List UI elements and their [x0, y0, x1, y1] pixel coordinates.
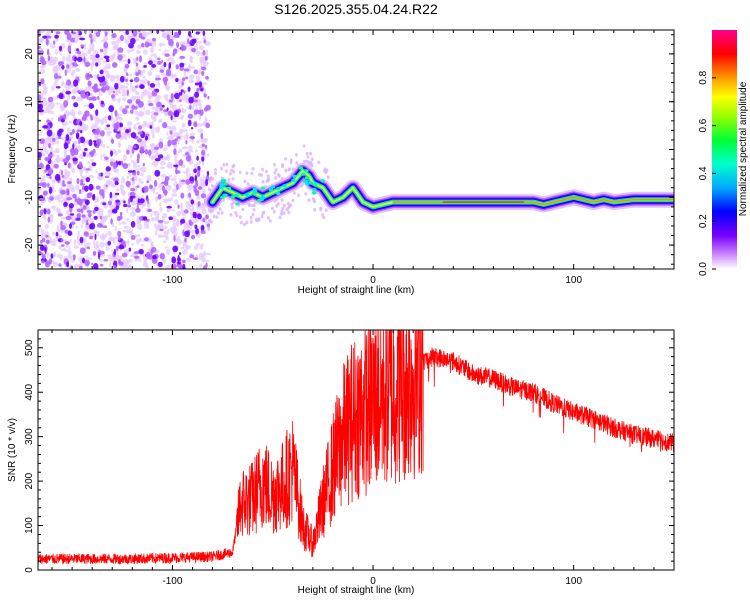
spectrogram-ylabel: Frequency (Hz): [7, 115, 18, 184]
snr-xtick-label: 0: [370, 576, 376, 587]
colorbar-ticks: 0.0 0.2 0.4 0.6 0.8: [698, 70, 716, 276]
spectrogram-xtick-label: 0: [370, 275, 376, 286]
snr-ticks: -100 0 100 0 100 200 300 400 500: [24, 329, 675, 587]
spectrogram-plot-area: [38, 30, 674, 269]
colorbar-tick-label: 0.6: [698, 118, 709, 132]
colorbar-tick-label: 0.2: [698, 214, 709, 228]
snr-ytick-label: 0: [24, 567, 35, 573]
snr-ytick-label: 500: [24, 339, 35, 356]
colorbar-tick-label: 0.4: [698, 166, 709, 180]
snr-ylabel: SNR (10 * v/v): [7, 418, 18, 482]
snr-ytick-label: 100: [24, 517, 35, 534]
snr-ytick-label: 300: [24, 428, 35, 445]
snr-panel: -100 0 100 0 100 200 300 400 500 Height of strai…: [7, 329, 675, 596]
spectrogram-ridge: [204, 163, 674, 215]
spectrogram-ytick-label: 20: [24, 48, 35, 60]
colorbar-tick-label: 0.8: [698, 70, 709, 84]
colorbar-tick-label: 0.0: [698, 262, 709, 276]
colorbar: 0.0 0.2 0.4 0.6 0.8 Normalized spectral ampl…: [698, 30, 749, 276]
spectrogram-ytick-label: -20: [24, 237, 35, 252]
snr-series-line: [38, 330, 674, 565]
spectrogram-xlabel: Height of straight line (km): [298, 285, 415, 296]
snr-ytick-label: 400: [24, 383, 35, 400]
colorbar-label: Normalized spectral amplitude: [738, 81, 749, 216]
chart-title: S126.2025.355.04.24.R22: [274, 1, 438, 17]
snr-plot-area: [38, 330, 674, 565]
spectrogram-xtick-label: -100: [162, 275, 182, 286]
snr-frame: [37, 329, 675, 571]
snr-xtick-label: 100: [565, 576, 582, 587]
snr-xlabel: Height of straight line (km): [298, 585, 415, 596]
spectrogram-ytick-label: 10: [24, 96, 35, 108]
colorbar-gradient: [712, 30, 737, 269]
spectrogram-ytick-label: 0: [24, 146, 35, 152]
snr-xtick-label: -100: [162, 576, 182, 587]
spectrogram-noise: [38, 30, 330, 269]
snr-ytick-label: 200: [24, 472, 35, 489]
spectrogram-xtick-label: 100: [565, 275, 582, 286]
spectrogram-ytick-label: -10: [24, 190, 35, 205]
